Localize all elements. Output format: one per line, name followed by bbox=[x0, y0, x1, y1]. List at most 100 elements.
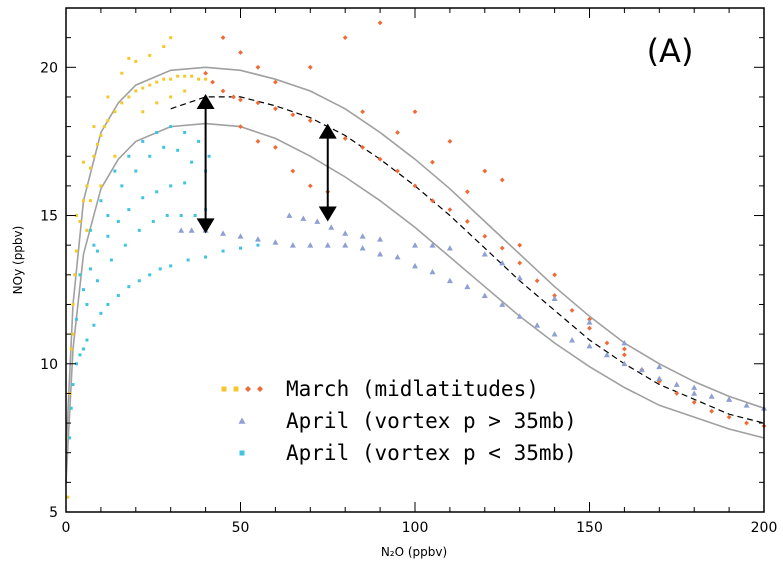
legend-marker bbox=[245, 386, 251, 392]
data-point bbox=[290, 112, 296, 118]
data-point bbox=[141, 86, 145, 90]
data-point bbox=[186, 258, 190, 262]
data-point bbox=[273, 144, 278, 150]
data-point bbox=[638, 366, 645, 373]
legend-marker bbox=[238, 417, 246, 424]
data-point bbox=[342, 136, 348, 141]
data-point bbox=[169, 36, 173, 40]
data-point bbox=[221, 249, 225, 253]
y-tick-label: 5 bbox=[49, 505, 58, 521]
data-points bbox=[66, 20, 767, 499]
data-point bbox=[92, 154, 96, 158]
data-point bbox=[165, 214, 169, 218]
data-point bbox=[88, 166, 92, 170]
data-point bbox=[429, 242, 436, 248]
data-point bbox=[482, 168, 488, 174]
data-point bbox=[183, 89, 187, 93]
data-point bbox=[190, 74, 194, 78]
data-point bbox=[395, 130, 400, 135]
data-point bbox=[220, 35, 226, 41]
data-point bbox=[394, 254, 401, 260]
data-point bbox=[88, 199, 92, 203]
data-point bbox=[360, 109, 366, 115]
data-point bbox=[127, 95, 131, 99]
data-point bbox=[273, 79, 278, 85]
data-point bbox=[377, 20, 383, 26]
data-point bbox=[237, 233, 244, 239]
data-point bbox=[412, 262, 418, 269]
y-tick-label: 15 bbox=[40, 209, 58, 225]
data-point bbox=[155, 80, 159, 84]
data-point bbox=[116, 219, 120, 223]
legend-item: March (midlatitudes) bbox=[221, 377, 539, 401]
data-point bbox=[106, 119, 110, 123]
data-point bbox=[120, 101, 124, 105]
data-point bbox=[148, 83, 152, 87]
data-point bbox=[120, 71, 124, 75]
data-point bbox=[113, 110, 117, 114]
data-point bbox=[67, 436, 71, 440]
data-point bbox=[102, 125, 106, 129]
data-point bbox=[71, 383, 75, 387]
data-point bbox=[551, 331, 558, 337]
data-point bbox=[517, 260, 523, 266]
data-point bbox=[622, 352, 627, 358]
data-point bbox=[342, 230, 349, 236]
data-point bbox=[673, 381, 680, 387]
x-tick-label: 150 bbox=[576, 520, 603, 536]
data-point bbox=[517, 242, 523, 248]
data-point bbox=[622, 346, 627, 352]
data-point bbox=[106, 214, 110, 218]
data-point bbox=[99, 184, 103, 188]
data-point bbox=[464, 219, 470, 224]
data-point bbox=[516, 313, 523, 319]
data-point bbox=[656, 375, 663, 381]
data-point bbox=[85, 228, 89, 232]
data-point bbox=[300, 215, 307, 221]
data-point bbox=[183, 131, 187, 135]
data-point bbox=[109, 258, 113, 262]
data-point bbox=[307, 183, 313, 189]
data-point bbox=[69, 347, 73, 351]
x-tick-label: 200 bbox=[751, 520, 778, 536]
series-2 bbox=[178, 212, 767, 411]
data-point bbox=[162, 45, 166, 49]
data-point bbox=[148, 53, 152, 57]
data-point bbox=[183, 74, 187, 78]
data-point bbox=[499, 177, 505, 183]
data-point bbox=[621, 340, 628, 346]
data-point bbox=[256, 243, 260, 247]
data-point bbox=[239, 246, 242, 250]
data-point bbox=[106, 302, 110, 306]
data-point bbox=[69, 406, 73, 410]
data-point bbox=[307, 118, 313, 124]
data-point bbox=[289, 242, 296, 248]
data-point bbox=[78, 353, 82, 357]
data-point bbox=[204, 77, 208, 81]
data-point bbox=[74, 362, 78, 366]
data-point bbox=[162, 77, 166, 81]
data-point bbox=[499, 245, 505, 251]
data-point bbox=[273, 106, 278, 112]
data-point bbox=[137, 279, 141, 283]
data-point bbox=[190, 160, 194, 164]
data-point bbox=[377, 251, 384, 257]
data-point bbox=[255, 139, 261, 144]
data-point bbox=[551, 295, 558, 301]
data-point bbox=[708, 393, 715, 399]
data-point bbox=[656, 363, 663, 370]
data-point bbox=[169, 77, 173, 81]
data-point bbox=[726, 414, 732, 420]
data-point bbox=[446, 245, 453, 251]
arrow-head-up-1 bbox=[318, 123, 337, 139]
legend-item: April (vortex p > 35mb) bbox=[238, 409, 577, 433]
data-point bbox=[141, 110, 145, 114]
data-point bbox=[204, 255, 208, 259]
data-point bbox=[169, 95, 173, 99]
data-point bbox=[203, 70, 208, 76]
data-point bbox=[342, 35, 348, 41]
arrow-head-up-0 bbox=[196, 93, 215, 109]
data-point bbox=[709, 408, 715, 414]
data-point bbox=[73, 273, 77, 277]
data-point bbox=[499, 301, 506, 307]
